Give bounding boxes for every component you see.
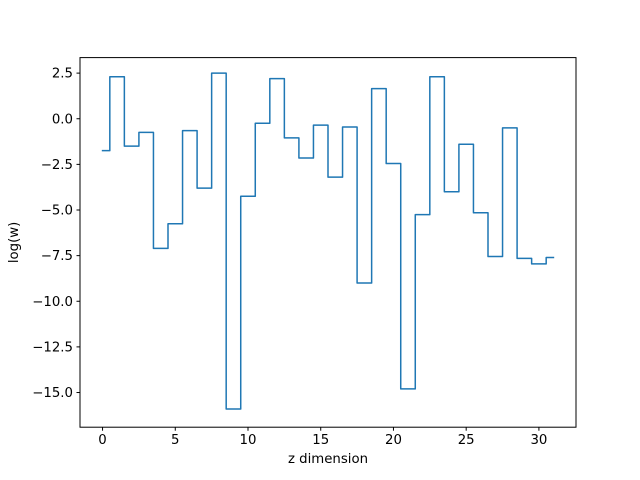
x-tick-label: 15 (312, 433, 329, 448)
x-tick-label: 10 (240, 433, 257, 448)
x-tick-label: 30 (530, 433, 547, 448)
y-tick-label: −7.5 (41, 249, 73, 264)
y-axis-title: log(w) (7, 222, 22, 264)
y-tick-label: 0.0 (52, 112, 73, 127)
x-tick-label: 0 (98, 433, 106, 448)
y-tick-label: −10.0 (32, 295, 73, 310)
axes-spines (79, 57, 577, 428)
y-tick-label: −2.5 (41, 158, 73, 173)
y-tick-label: −15.0 (32, 386, 73, 401)
x-axis-title: z dimension (288, 452, 368, 467)
y-tick-label: −12.5 (32, 340, 73, 355)
x-tick-label: 25 (458, 433, 475, 448)
y-tick-label: −5.0 (41, 204, 73, 219)
y-tick-label: 2.5 (52, 67, 73, 82)
x-tick-label: 20 (385, 433, 402, 448)
data-step-line (101, 72, 555, 410)
x-tick-label: 5 (171, 433, 179, 448)
